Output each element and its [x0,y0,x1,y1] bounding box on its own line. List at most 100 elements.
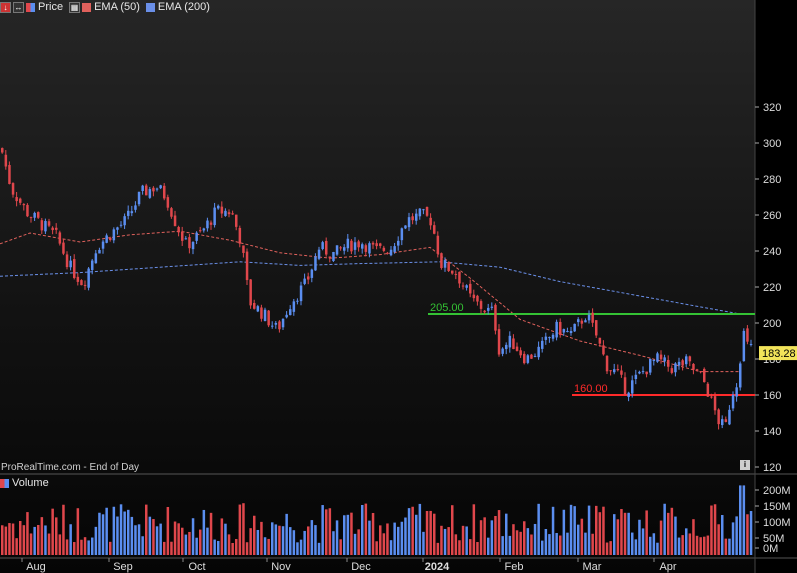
candle [37,212,40,218]
candle [317,249,321,259]
volume-bar [429,510,432,555]
expand-icon[interactable]: ↔ [13,1,24,13]
candle [281,318,285,328]
candle [692,363,695,370]
candle [321,242,324,250]
volume-bar [490,520,494,555]
resistance-label: 205.00 [430,302,464,314]
volume-bar [209,512,213,555]
candle [145,185,148,196]
volume-bar [130,516,134,555]
volume-bar [623,512,627,555]
volume-bar [105,507,108,555]
candle [587,314,591,321]
volume-bar [407,508,411,555]
volume-bar [397,526,400,555]
volume-bar [479,520,483,555]
candle [350,240,353,252]
candle [368,243,371,254]
legend-ema50[interactable]: EMA (50) [82,1,140,13]
candle [332,251,335,261]
volume-bar [112,506,116,555]
candle [220,206,224,214]
download-icon[interactable]: ↓ [0,1,11,13]
volume-bar [155,526,159,555]
volume-bar [717,524,720,555]
volume-bar [443,528,447,555]
volume-bar [605,542,609,555]
watermark: ProRealTime.com - End of Day [1,462,140,473]
volume-tick-label: 150M [763,501,791,513]
volume-bar [519,531,522,555]
candle [11,183,15,195]
candle [119,224,123,226]
time-tick-label: Aug [26,561,46,573]
volume-bar [652,533,656,555]
volume-bar [721,515,724,555]
grid-icon[interactable]: ▦ [69,1,81,13]
candle [735,387,738,397]
time-tick-label: Nov [271,561,291,573]
info-icon[interactable]: i [740,460,750,470]
candle [584,320,587,323]
volume-bar [195,537,198,555]
candle [454,274,458,276]
candle [440,253,443,268]
candle [634,374,638,380]
volume-bar [620,509,623,555]
volume-bar [137,524,141,555]
price-tick-label: 320 [763,102,781,114]
volume-bar [217,540,220,555]
ema200-line [0,261,741,315]
volume-bar [638,519,641,555]
candle [728,409,731,425]
candle [530,354,533,359]
volume-bar [148,516,152,555]
volume-bar [454,534,458,555]
time-tick-label: Oct [188,561,205,573]
candle [55,227,58,230]
volume-bar [44,525,47,555]
volume-bar [152,519,155,555]
candle [616,368,620,371]
candle [69,260,72,268]
candle [253,302,256,309]
volume-bar [667,512,670,555]
candle [602,345,605,355]
volume-bar [526,528,530,555]
volume-bar [501,536,504,555]
volume-swatch-icon [0,478,9,488]
candle [105,235,108,243]
volume-bar [307,526,310,555]
candle [386,252,389,254]
volume-bar [281,526,285,555]
volume-bar [91,537,94,555]
candle [260,307,263,319]
volume-bar [134,525,137,555]
volume-bars [1,485,753,555]
volume-bar [591,533,594,555]
candle [656,353,659,362]
volume-bar [33,526,36,555]
candle [677,361,681,366]
legend-price[interactable]: Price [26,1,63,13]
candle [343,247,346,251]
candle [285,314,288,318]
candle [346,238,350,249]
volume-bar [40,517,44,555]
volume-bar [116,516,119,555]
candle [533,355,537,357]
candle [328,256,332,259]
candle [263,309,267,321]
candle [685,356,688,365]
candle [364,245,368,252]
volume-bar [685,528,688,555]
candle [289,309,292,316]
candle [83,284,87,286]
time-tick-label: 2024 [425,561,450,573]
candle [296,300,299,302]
legend-ema200[interactable]: EMA (200) [145,1,210,13]
candle [573,323,576,332]
volume-legend[interactable]: Volume [0,477,49,489]
